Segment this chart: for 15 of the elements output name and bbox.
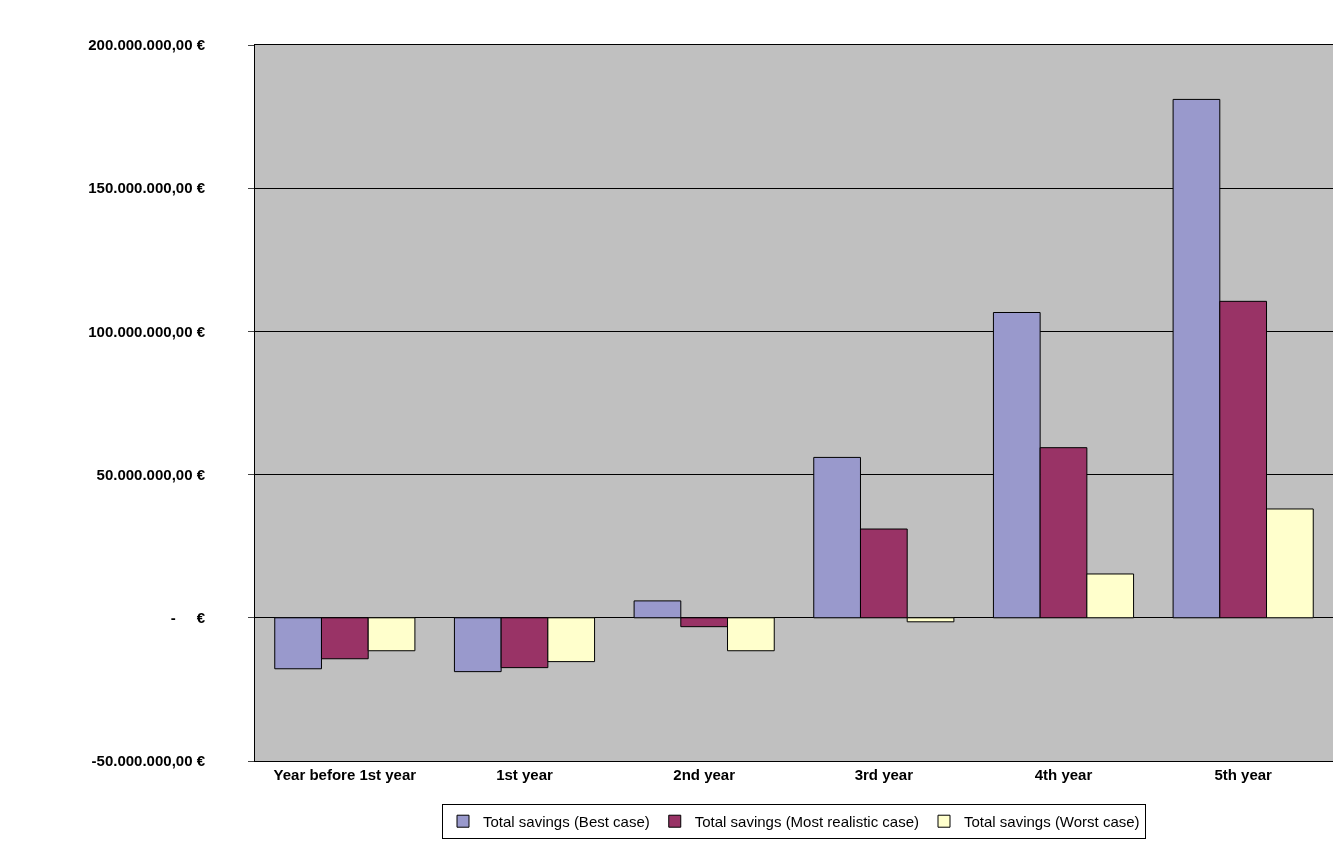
y-tick-label: 200.000.000,00 € bbox=[88, 36, 206, 54]
legend-label: Total savings (Most realistic case) bbox=[694, 813, 919, 831]
x-tick-label: 3rd year bbox=[854, 766, 914, 783]
x-tick-label: 1st year bbox=[496, 766, 554, 783]
legend-label: Total savings (Worst case) bbox=[964, 813, 1140, 831]
x-tick-label: 4th year bbox=[1034, 766, 1093, 783]
x-tick-label: 5th year bbox=[1214, 766, 1273, 783]
x-tick-label: Year before 1st year bbox=[273, 766, 417, 783]
legend-label: Total savings (Best case) bbox=[483, 813, 650, 831]
x-tick-label: 2nd year bbox=[673, 766, 736, 783]
y-tick-label: 50.000.000,00 € bbox=[96, 465, 206, 483]
y-tick-label: 100.000.000,00 € bbox=[88, 322, 206, 340]
y-tick-label: -50.000.000,00 € bbox=[91, 752, 206, 770]
y-tick-label: 150.000.000,00 € bbox=[88, 179, 206, 197]
y-tick-label: - € bbox=[170, 609, 206, 627]
